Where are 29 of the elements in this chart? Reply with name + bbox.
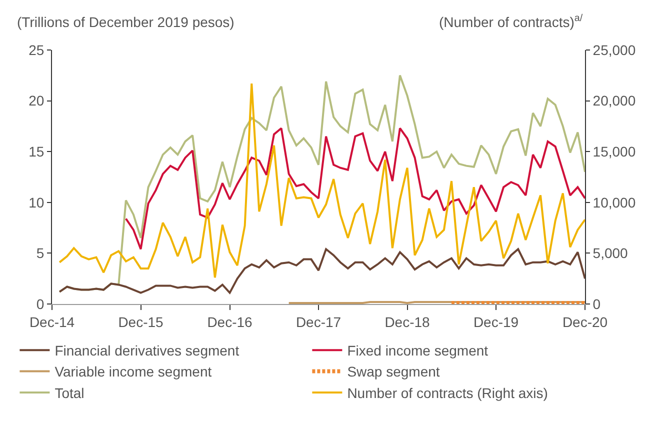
x-tick-label: Dec-19	[473, 314, 519, 330]
x-tick-label: Dec-17	[296, 314, 342, 330]
y-tick-label: 10	[28, 194, 44, 210]
x-tick-label: Dec-20	[562, 314, 608, 330]
y2-tick-label: 25,000	[592, 42, 636, 58]
y2-tick-label: 5,000	[592, 245, 628, 262]
y-tick-label: 0	[36, 296, 44, 312]
line-series	[124, 127, 585, 250]
legend-label: Number of contracts (Right axis)	[347, 384, 548, 401]
y2-tick-label: 10,000	[592, 194, 636, 210]
x-tick-label: Dec-15	[118, 314, 164, 330]
legend-label: Fixed income segment	[347, 342, 488, 359]
x-tick-label: Dec-18	[384, 314, 430, 330]
y-tick-label: 25	[28, 42, 44, 58]
y2-axis-title: (Number of contracts)$^{a/}$	[439, 13, 583, 30]
y-tick-label: 5	[36, 245, 44, 262]
legend-label: Variable income segment	[54, 364, 212, 380]
x-tick-label: Dec-16	[207, 314, 253, 330]
x-tick-label: Dec-14	[29, 314, 75, 330]
y2-tick-label: 0	[592, 296, 601, 312]
legend-label: Total	[54, 384, 84, 401]
line-series	[58, 248, 585, 294]
y2-tick-label: 15,000	[592, 144, 636, 160]
y-axis-title: (Trillions of December 2019 pesos)	[17, 14, 234, 30]
legend-label: Swap segment	[347, 364, 440, 380]
y2-tick-label: 20,000	[592, 92, 636, 109]
y-tick-label: 20	[28, 92, 44, 109]
legend-label: Financial derivatives segment	[54, 342, 240, 359]
y-tick-label: 15	[28, 144, 44, 160]
